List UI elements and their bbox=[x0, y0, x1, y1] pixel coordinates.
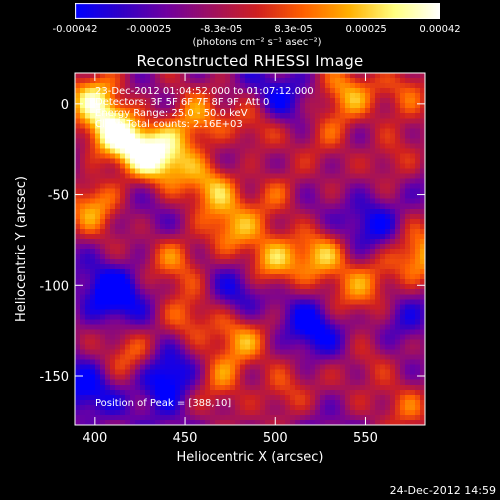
y-tick-label: -150 bbox=[39, 370, 69, 385]
annotation-detectors: Detectors: 3F 5F 6F 7F 8F 9F, Att 0 bbox=[95, 97, 270, 108]
colorbar-units: (photons cm⁻² s⁻¹ asec⁻²) bbox=[192, 37, 322, 48]
x-tick-label: 550 bbox=[353, 431, 378, 446]
x-tick-label: 500 bbox=[263, 431, 288, 446]
colorbar-tick-label: -8.3e-05 bbox=[200, 24, 243, 35]
colorbar-tick-label: 0.00025 bbox=[345, 24, 387, 35]
colorbar-tick-label: 8.3e-05 bbox=[274, 24, 313, 35]
y-tick-label: -50 bbox=[48, 189, 69, 204]
y-tick-label: 0 bbox=[61, 98, 69, 113]
y-axis-label: Heliocentric Y (arcsec) bbox=[14, 176, 29, 322]
annotation-time-range: 23-Dec-2012 01:04:52.000 to 01:07:12.000 bbox=[95, 86, 314, 97]
colorbar bbox=[75, 3, 440, 19]
annotation-clean-counts: Clean Total counts: 2.16E+03 bbox=[95, 119, 243, 130]
x-axis-label: Heliocentric X (arcsec) bbox=[177, 450, 324, 465]
annotation-energy-range: Energy Range: 25.0 - 50.0 keV bbox=[95, 108, 248, 119]
colorbar-tick-label: 0.00042 bbox=[419, 24, 461, 35]
chart-title: Reconstructed RHESSI Image bbox=[136, 52, 364, 70]
annotation-peak-position: Position of Peak = [388,10] bbox=[95, 398, 232, 409]
x-tick-label: 400 bbox=[82, 431, 107, 446]
footer-date: 24-Dec-2012 14:59 bbox=[389, 484, 496, 497]
colorbar-tick-label: -0.00042 bbox=[52, 24, 98, 35]
x-tick-label: 450 bbox=[173, 431, 198, 446]
colorbar-tick-label: -0.00025 bbox=[126, 24, 172, 35]
y-tick-label: -100 bbox=[39, 279, 69, 294]
